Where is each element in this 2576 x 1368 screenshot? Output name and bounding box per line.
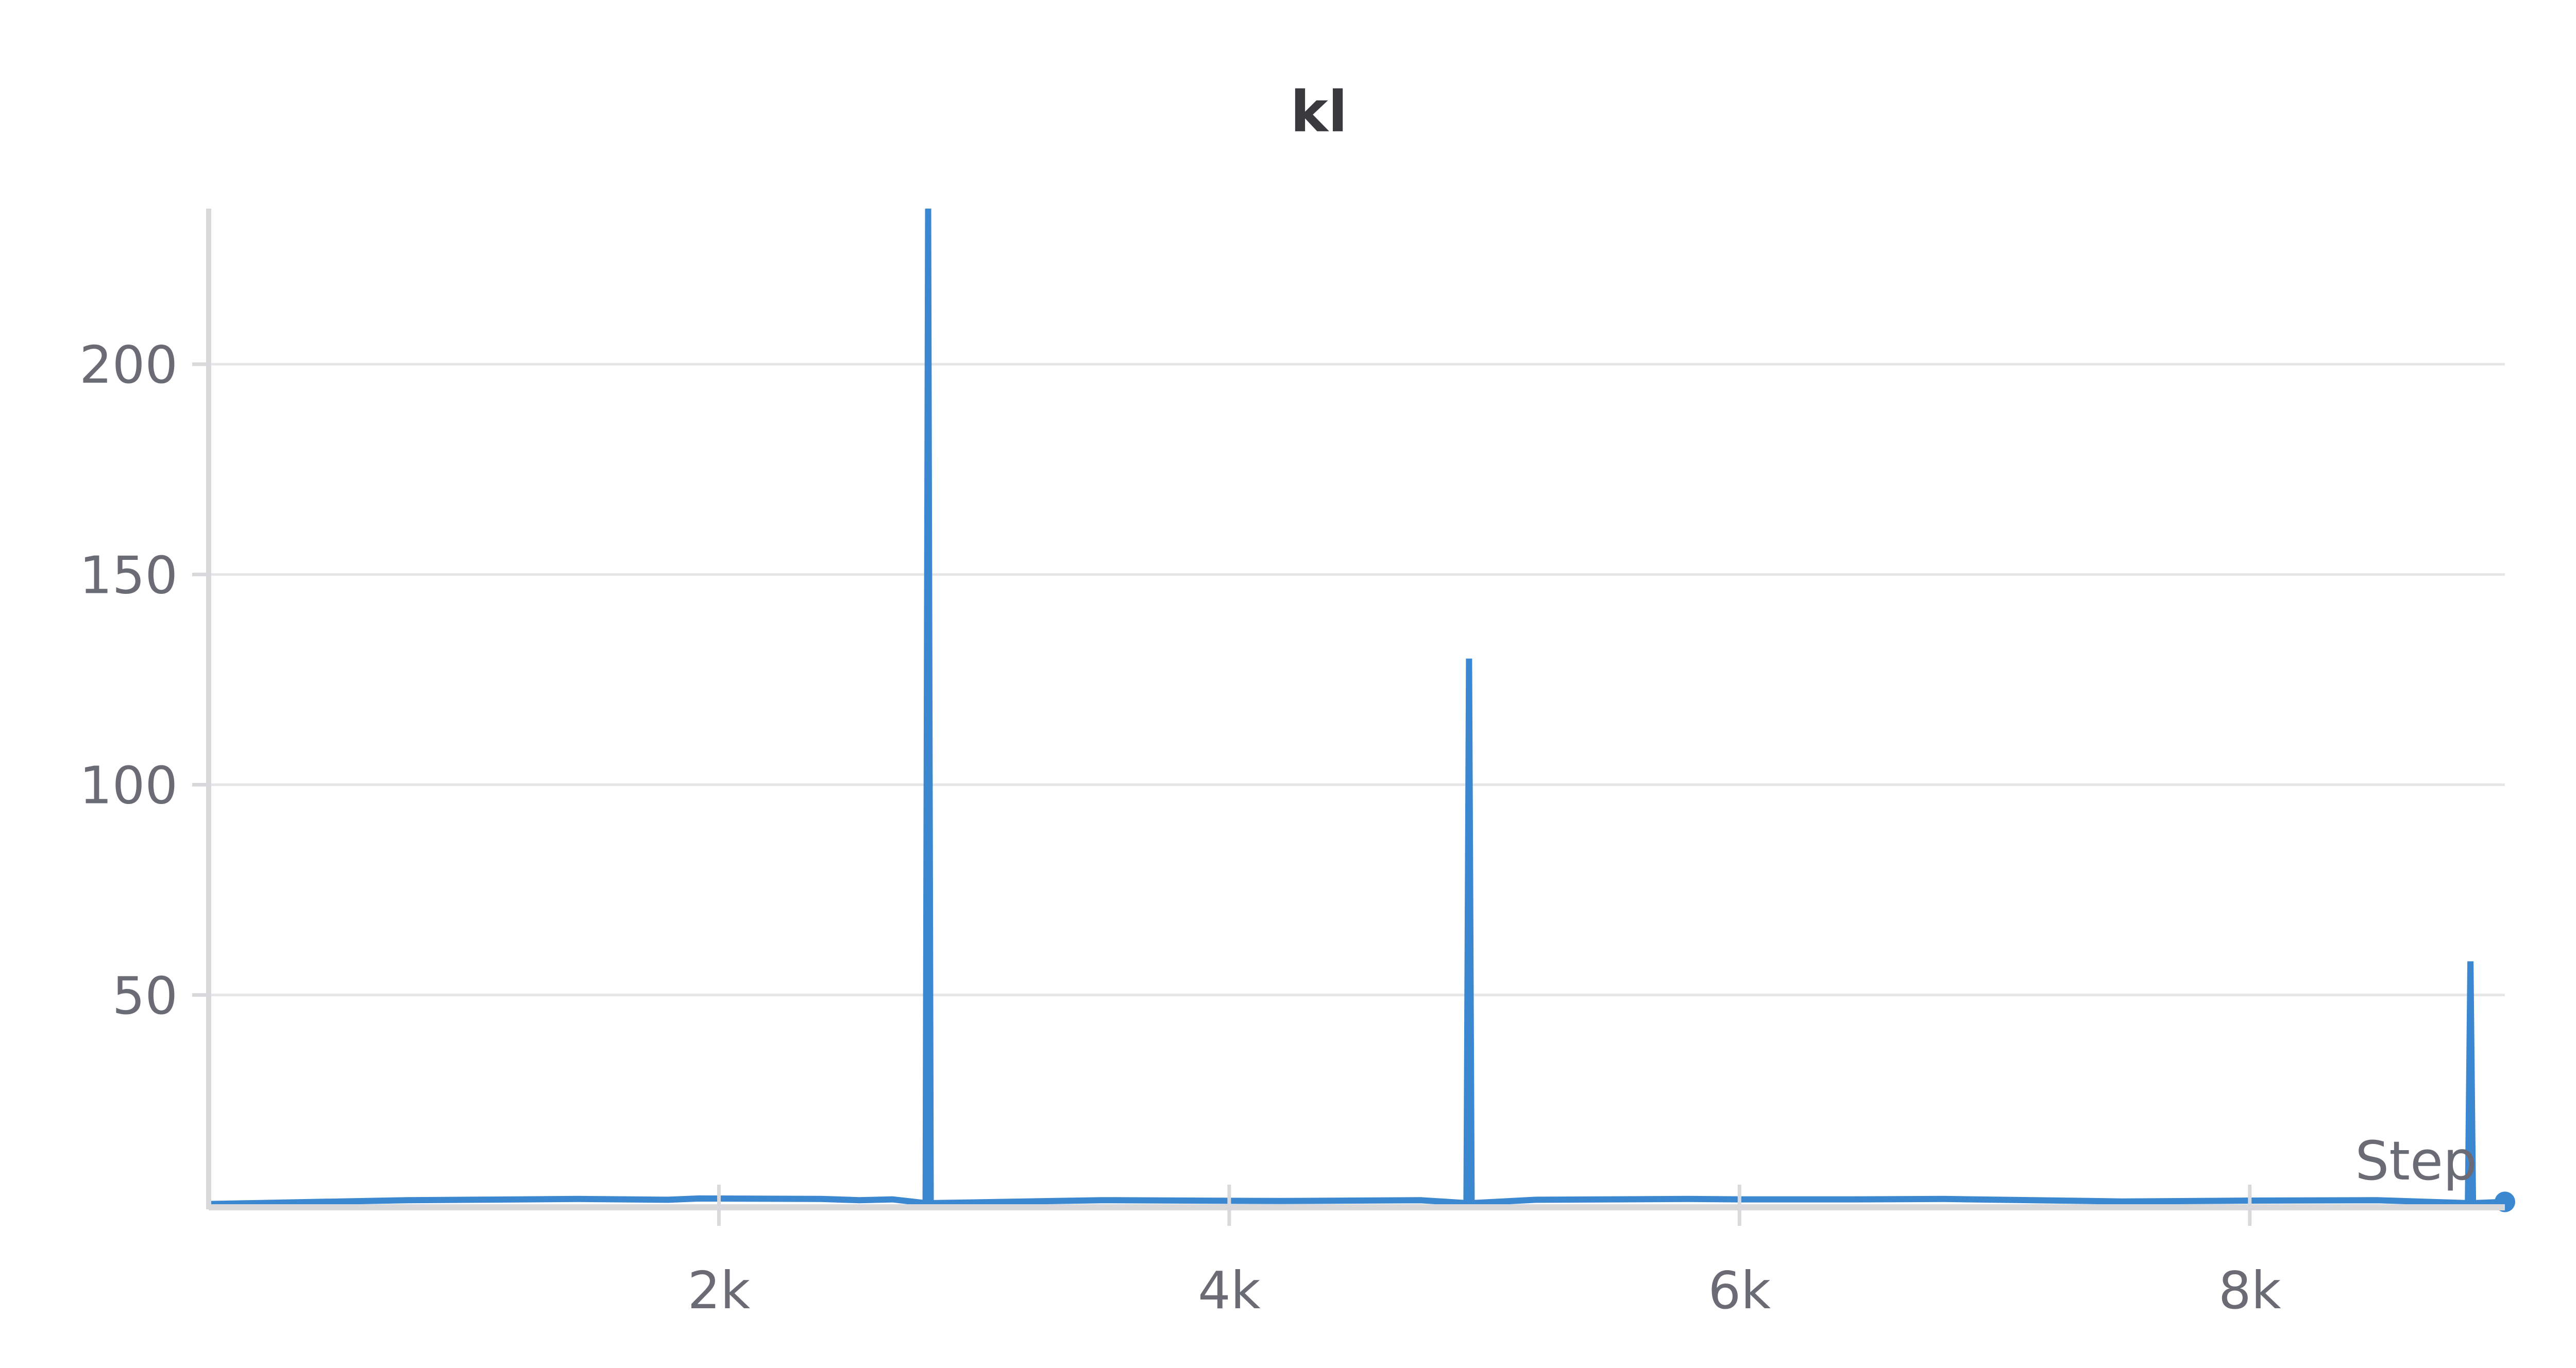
x-tick-label-4k: 4k (1198, 1260, 1261, 1321)
kl-series-line (208, 208, 2505, 1207)
x-tick-label-2k: 2k (688, 1260, 751, 1321)
y-tick-label-50: 50 (112, 966, 178, 1026)
x-tick-label-8k: 8k (2218, 1260, 2281, 1321)
y-tick-label-100: 100 (79, 756, 178, 816)
tick-labels: 50 100 150 200 2k 4k 6k 8k (79, 335, 2281, 1321)
chart-title: kl (1291, 79, 1348, 145)
x-tick-label-6k: 6k (1708, 1260, 1771, 1321)
grid-lines (209, 363, 2505, 997)
axes (192, 209, 2505, 1226)
y-tick-label-150: 150 (79, 545, 178, 605)
series-layer (208, 208, 2515, 1212)
x-axis-title: Step (2355, 1130, 2477, 1192)
y-tick-label-200: 200 (79, 335, 178, 395)
